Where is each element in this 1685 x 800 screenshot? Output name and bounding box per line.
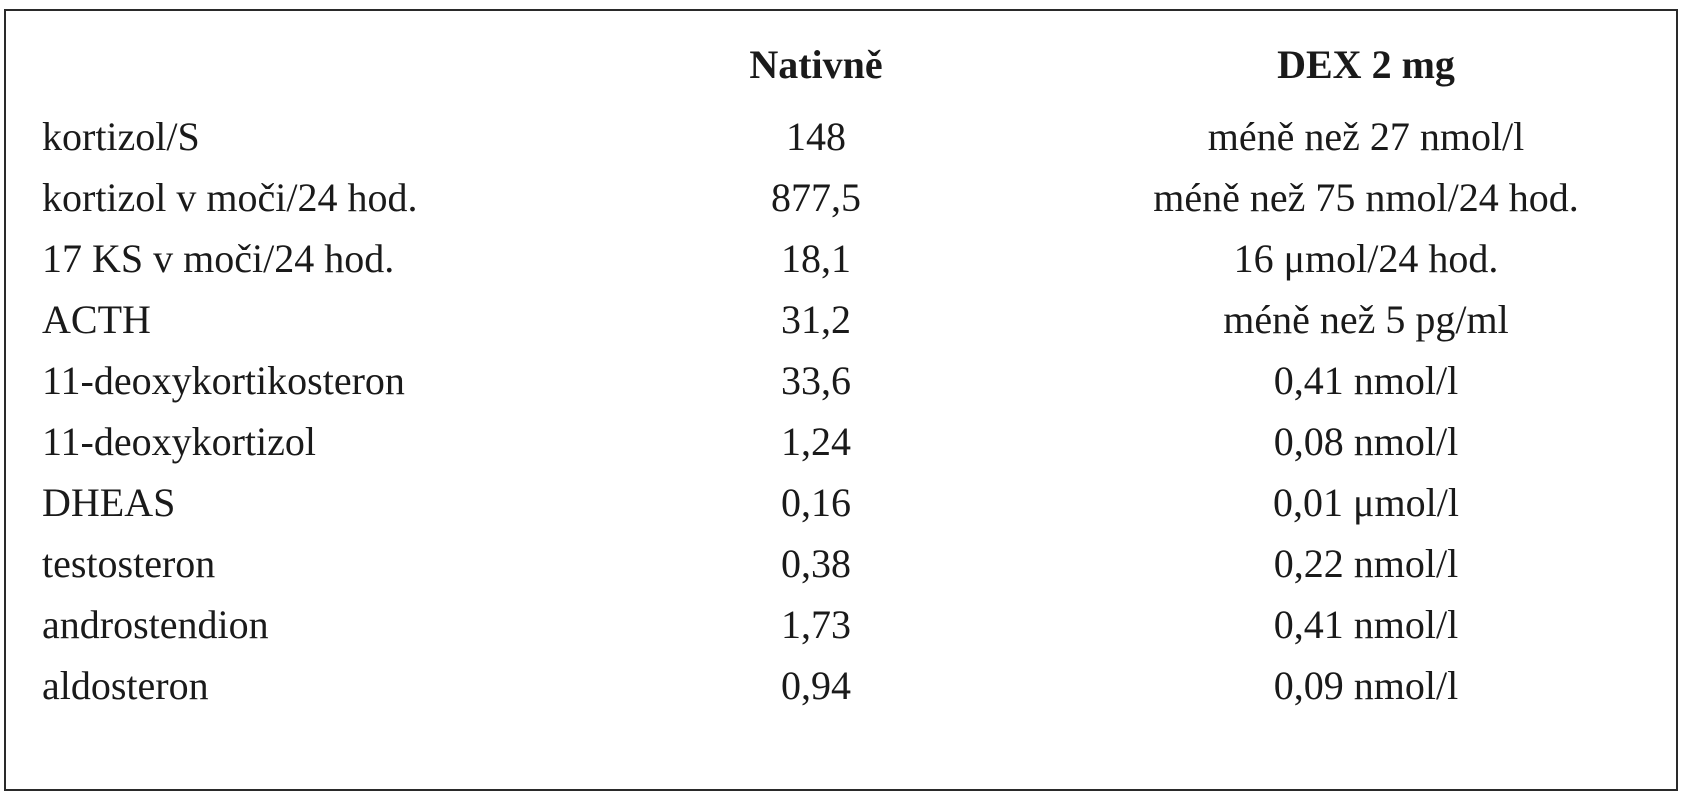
row-native-value: 1,73 — [781, 602, 851, 647]
table-row: ACTH 31,2 méně než 5 pg/ml — [6, 290, 1676, 350]
table-row: DHEAS 0,16 0,01 μmol/l — [6, 473, 1676, 533]
row-dex-value: 0,08 nmol/l — [1273, 419, 1459, 464]
row-native-value: 877,5 — [771, 175, 861, 220]
table-row: kortizol v moči/24 hod. 877,5 méně než 7… — [6, 168, 1676, 228]
hormone-table: Nativně DEX 2 mg kortizol/S 148 méně než… — [4, 9, 1678, 791]
row-name: 17 KS v moči/24 hod. — [42, 236, 395, 281]
row-dex-value: 0,41 nmol/l — [1273, 602, 1459, 647]
row-dex-value: méně než 75 nmol/24 hod. — [1153, 175, 1579, 220]
row-native-value: 33,6 — [781, 358, 851, 403]
row-native-value: 148 — [786, 114, 846, 159]
row-native-value: 0,94 — [781, 663, 851, 708]
table-row: testosteron 0,38 0,22 nmol/l — [6, 534, 1676, 594]
table-row: 17 KS v moči/24 hod. 18,1 16 μmol/24 hod… — [6, 229, 1676, 289]
table-row: aldosteron 0,94 0,09 nmol/l — [6, 656, 1676, 716]
row-dex-value: 0,09 nmol/l — [1273, 663, 1459, 708]
row-dex-value: méně než 5 pg/ml — [1223, 297, 1509, 342]
table-row: 11-deoxykortizol 1,24 0,08 nmol/l — [6, 412, 1676, 472]
table-row: kortizol/S 148 méně než 27 nmol/l — [6, 107, 1676, 167]
table-header-row: Nativně DEX 2 mg — [6, 35, 1676, 95]
row-name: aldosteron — [42, 663, 209, 708]
row-native-value: 0,38 — [781, 541, 851, 586]
header-dex: DEX 2 mg — [1277, 42, 1455, 87]
row-dex-value: 0,01 μmol/l — [1273, 480, 1459, 525]
row-name: ACTH — [42, 297, 151, 342]
row-name: testosteron — [42, 541, 216, 586]
row-dex-value: 16 μmol/24 hod. — [1233, 236, 1499, 281]
row-dex-value: 0,41 nmol/l — [1273, 358, 1459, 403]
row-native-value: 0,16 — [781, 480, 851, 525]
row-dex-value: 0,22 nmol/l — [1273, 541, 1459, 586]
row-native-value: 1,24 — [781, 419, 851, 464]
row-name: androstendion — [42, 602, 269, 647]
row-name: kortizol/S — [42, 114, 200, 159]
header-native: Nativně — [749, 42, 883, 87]
row-name: 11-deoxykortikosteron — [42, 358, 405, 403]
table-row: 11-deoxykortikosteron 33,6 0,41 nmol/l — [6, 351, 1676, 411]
row-name: 11-deoxykortizol — [42, 419, 317, 464]
row-native-value: 31,2 — [781, 297, 851, 342]
row-native-value: 18,1 — [781, 236, 851, 281]
row-dex-value: méně než 27 nmol/l — [1207, 114, 1525, 159]
row-name: DHEAS — [42, 480, 176, 525]
table-row: androstendion 1,73 0,41 nmol/l — [6, 595, 1676, 655]
row-name: kortizol v moči/24 hod. — [42, 175, 418, 220]
